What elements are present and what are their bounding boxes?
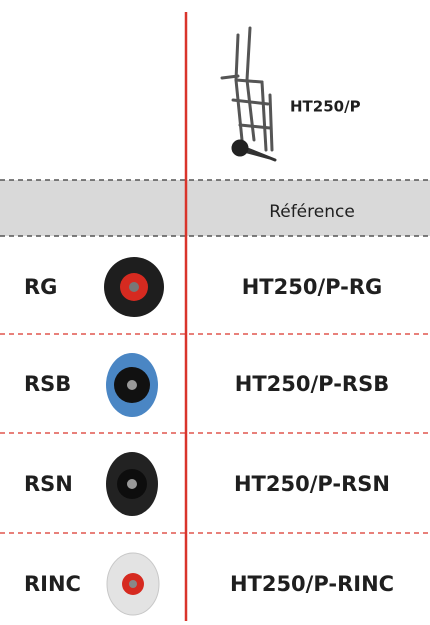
wheel-image	[106, 452, 158, 516]
wheel-code: RSB	[24, 372, 71, 396]
reference: HT250/P-RSB	[235, 372, 389, 396]
reference: HT250/P-RSN	[234, 472, 390, 496]
wheel-image	[104, 257, 164, 317]
column-header-band	[0, 180, 430, 236]
wheel-image	[106, 552, 160, 616]
column-header: Référence	[269, 202, 355, 222]
hand-truck-image	[220, 26, 277, 162]
reference: HT250/P-RG	[242, 275, 383, 299]
wheel-image	[106, 353, 158, 417]
product-name: HT250/P	[290, 98, 361, 116]
wheel-code: RSN	[24, 472, 73, 496]
reference: HT250/P-RINC	[230, 572, 394, 596]
wheel-code: RINC	[24, 572, 81, 596]
wheel-code: RG	[24, 275, 57, 299]
